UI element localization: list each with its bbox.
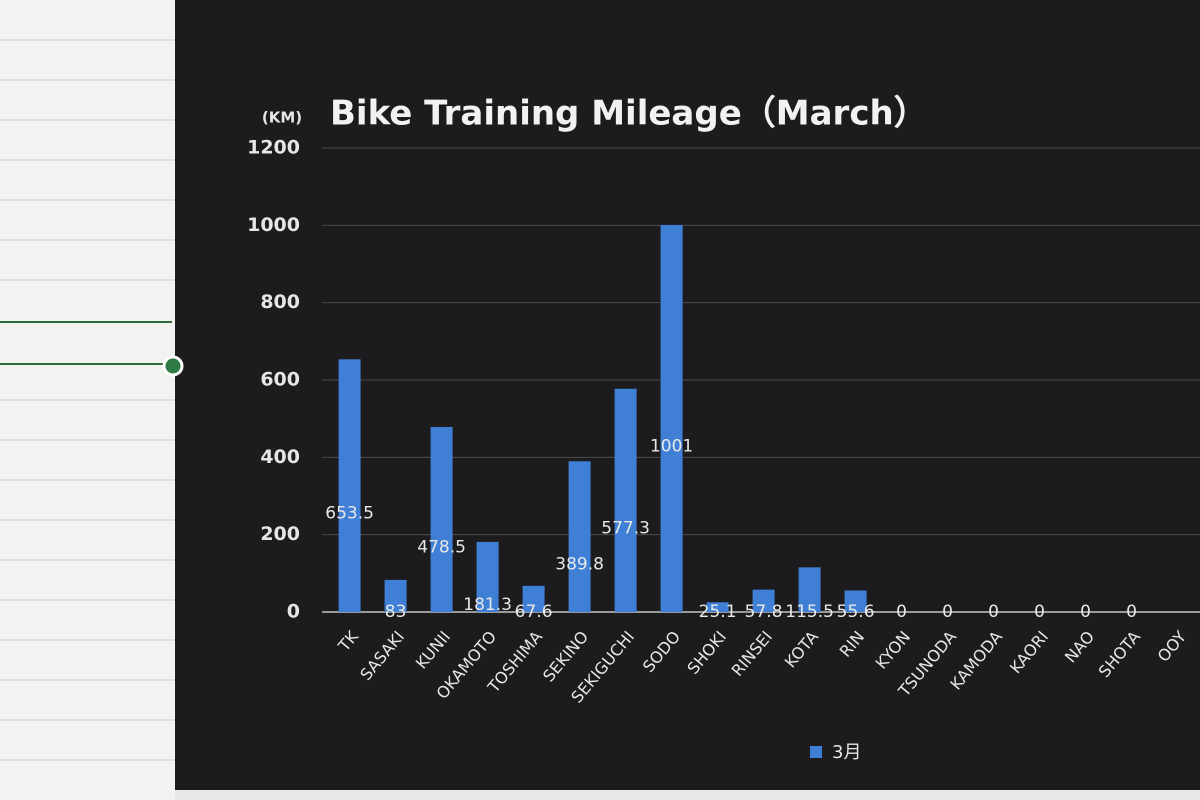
bar xyxy=(384,579,407,612)
data-label: 25.1 xyxy=(699,602,737,622)
data-label: 1001 xyxy=(650,436,693,456)
data-label: 0 xyxy=(1034,602,1045,622)
bar xyxy=(338,359,361,612)
data-label: 57.8 xyxy=(745,602,783,622)
y-tick-label: 400 xyxy=(260,446,300,468)
legend-swatch xyxy=(810,746,822,758)
bar xyxy=(798,567,821,612)
data-label: 0 xyxy=(942,602,953,622)
data-label: 478.5 xyxy=(417,537,466,557)
bar xyxy=(660,224,683,613)
bar xyxy=(522,585,545,612)
y-axis-label: (KM) xyxy=(262,109,302,127)
bar xyxy=(568,461,591,612)
y-tick-label: 1000 xyxy=(247,214,300,236)
bar xyxy=(752,589,775,612)
data-label: 577.3 xyxy=(601,518,650,538)
y-tick-label: 800 xyxy=(260,291,300,313)
chart-title: Bike Training Mileage（March） xyxy=(330,94,928,134)
y-tick-label: 1200 xyxy=(247,137,300,159)
bar xyxy=(706,602,729,612)
data-label: 653.5 xyxy=(325,504,374,524)
data-label: 389.8 xyxy=(555,555,604,575)
bar xyxy=(844,590,867,612)
data-label: 83 xyxy=(385,602,407,622)
bar xyxy=(476,541,499,612)
y-tick-label: 200 xyxy=(260,523,300,545)
y-tick-label: 600 xyxy=(260,369,300,391)
data-label: 0 xyxy=(1126,602,1137,622)
data-label: 0 xyxy=(1080,602,1091,622)
data-label: 55.6 xyxy=(837,602,875,622)
data-label: 115.5 xyxy=(785,602,834,622)
resize-handle[interactable] xyxy=(162,355,184,377)
legend-label: 3月 xyxy=(832,742,861,763)
bar xyxy=(430,426,453,612)
y-tick-label: 0 xyxy=(287,601,300,623)
data-label: 181.3 xyxy=(463,595,512,615)
sheet-grid xyxy=(0,39,175,761)
data-label: 67.6 xyxy=(515,602,553,622)
bar xyxy=(614,388,637,612)
data-label: 0 xyxy=(896,602,907,622)
data-label: 0 xyxy=(988,602,999,622)
